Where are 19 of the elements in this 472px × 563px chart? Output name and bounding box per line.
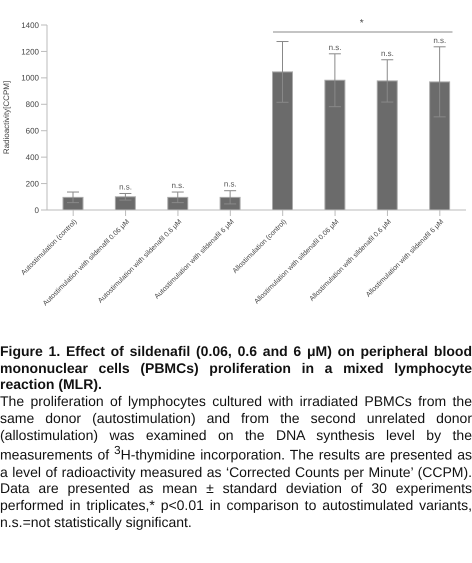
annotation: n.s.: [433, 36, 446, 45]
y-tick-label: 200: [26, 179, 40, 188]
annotation: n.s.: [224, 180, 237, 189]
y-axis-title: Radioactivity[CCPM]: [2, 80, 11, 154]
annotation: n.s.: [328, 42, 342, 52]
y-tick-label: 1200: [21, 47, 40, 56]
y-tick-label: 0: [34, 206, 40, 215]
significance-bracket: *: [272, 14, 453, 34]
text: Figure 1. Effect of sildenafil (0.06, 0.6 and 6 μM) on peripheral blood mononuclear cells (PBMCs) proliferation in a mixed lymphocyte reaction (MLR).: [0, 343, 472, 394]
y-tick-label: 400: [26, 152, 40, 162]
y-tick-label: 1000: [21, 74, 40, 83]
y-tick-label: 600: [26, 126, 40, 136]
annotation: n.s.: [119, 182, 132, 192]
text: The proliferation of lymphocytes cultured with irradiated PBMCs from the same donor (autostimulation) and from the second unrelated donor (allostimulation) was examined on the DNA synthesis level by the measurements of $^{3}$H-thymidine incorporation. The results are presented as a level of radioactivity measured as ‘Corrected Counts per Minute’ (CCPM). Data are presented as mean ± standard deviation of 30 experiments performed in triplicates,* p<0.01 in comparison to autostimulated variants, n.s.=not statistically significant.: [0, 393, 472, 530]
annotation: n.s.: [171, 181, 184, 190]
y-tick-label: 1400: [21, 20, 40, 30]
annotation: *: [359, 18, 364, 29]
annotation: n.s.: [380, 48, 394, 58]
y-tick-label: 800: [26, 100, 40, 110]
